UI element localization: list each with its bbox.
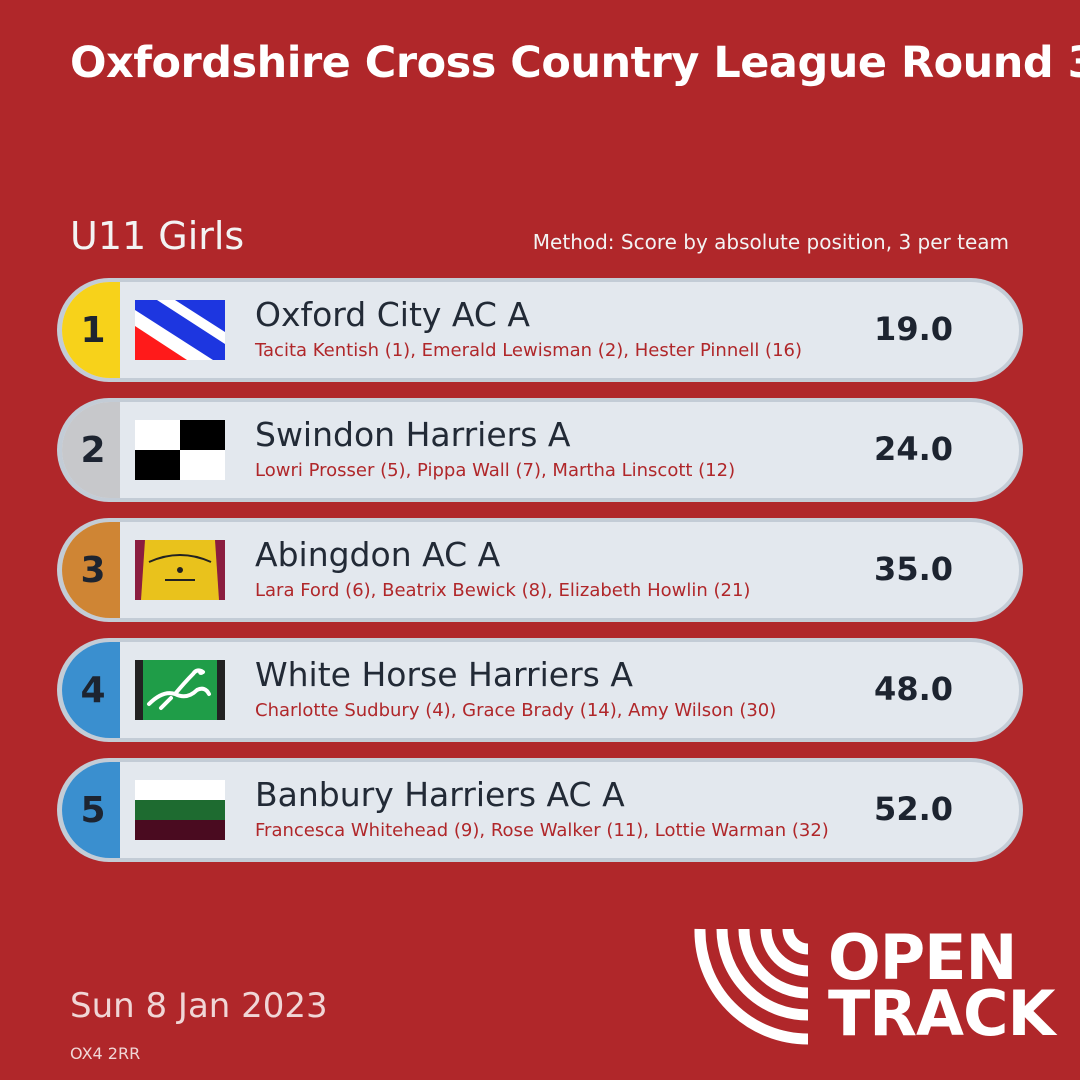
banbury-flag-icon	[135, 780, 225, 840]
white-horse-flag-icon	[135, 660, 225, 720]
scoring-method: Method: Score by absolute position, 3 pe…	[532, 230, 1009, 254]
team-name: Swindon Harriers A	[255, 415, 571, 454]
event-date: Sun 8 Jan 2023	[70, 986, 328, 1026]
team-score: 48.0	[874, 670, 953, 708]
team-name: Banbury Harriers AC A	[255, 775, 625, 814]
team-score: 24.0	[874, 430, 953, 468]
team-athletes: Lowri Prosser (5), Pippa Wall (7), Marth…	[255, 460, 736, 481]
team-name: White Horse Harriers A	[255, 655, 633, 694]
team-athletes: Francesca Whitehead (9), Rose Walker (11…	[255, 820, 829, 841]
team-name: Oxford City AC A	[255, 295, 531, 334]
page-title: Oxfordshire Cross Country League Round 3	[70, 38, 1080, 88]
team-score: 35.0	[874, 550, 953, 588]
result-row: 3 Abingdon AC A Lara Ford (6), Beatrix B…	[57, 518, 1023, 622]
result-row: 4 White Horse Harriers A Charlotte Sudbu…	[57, 638, 1023, 742]
age-group-heading: U11 Girls	[70, 214, 245, 258]
rank-badge: 2	[62, 402, 120, 498]
team-athletes: Charlotte Sudbury (4), Grace Brady (14),…	[255, 700, 777, 721]
event-postcode: OX4 2RR	[70, 1044, 141, 1063]
result-row: 1 Oxford City AC A Tacita Kentish (1), E…	[57, 278, 1023, 382]
team-score: 19.0	[874, 310, 953, 348]
team-athletes: Tacita Kentish (1), Emerald Lewisman (2)…	[255, 340, 802, 361]
oxford-city-flag-icon	[135, 300, 225, 360]
rank-badge: 5	[62, 762, 120, 858]
rank-badge: 4	[62, 642, 120, 738]
opentrack-arcs-icon	[694, 928, 809, 1045]
logo-text-track: TRACK	[828, 977, 1056, 1050]
logo-text-open: OPEN	[828, 921, 1017, 994]
result-row: 2 Swindon Harriers A Lowri Prosser (5), …	[57, 398, 1023, 502]
results-list: 1 Oxford City AC A Tacita Kentish (1), E…	[57, 278, 1023, 878]
team-score: 52.0	[874, 790, 953, 828]
swindon-harriers-flag-icon	[135, 420, 225, 480]
result-row: 5 Banbury Harriers AC A Francesca Whiteh…	[57, 758, 1023, 862]
opentrack-logo: OPEN TRACK	[694, 925, 1056, 1045]
team-name: Abingdon AC A	[255, 535, 501, 574]
rank-badge: 3	[62, 522, 120, 618]
rank-badge: 1	[62, 282, 120, 378]
abingdon-vest-icon	[135, 540, 225, 600]
team-athletes: Lara Ford (6), Beatrix Bewick (8), Eliza…	[255, 580, 751, 601]
